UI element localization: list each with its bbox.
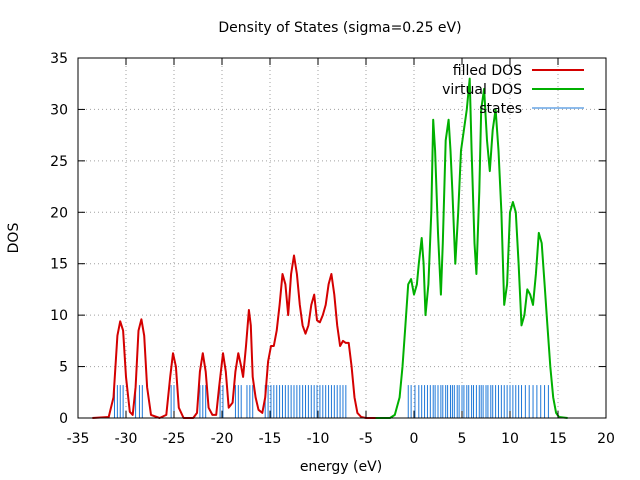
x-tick-label: -5 <box>359 431 373 447</box>
chart-title: Density of States (sigma=0.25 eV) <box>218 20 461 36</box>
x-axis-title: energy (eV) <box>300 459 382 475</box>
x-tick-label: -15 <box>259 431 282 447</box>
grid-lines <box>78 58 606 418</box>
tick-labels: -35 -30 -25 -20 -15 -10 -5 0 5 10 15 20 0 5 10 15 20 25 30… <box>50 51 615 447</box>
virtual-dos-line <box>375 77 568 419</box>
x-tick-label: -30 <box>115 431 138 447</box>
x-tick-label: 5 <box>458 431 467 447</box>
x-tick-label: 15 <box>549 431 567 447</box>
plot-border <box>77 57 607 419</box>
y-tick-label: 30 <box>50 102 68 118</box>
x-tick-label: -25 <box>163 431 186 447</box>
y-tick-label: 20 <box>50 205 68 221</box>
legend-label-filled-dos: filled DOS <box>453 63 522 79</box>
y-tick-label: 5 <box>59 360 68 376</box>
filled-dos-line <box>92 254 386 419</box>
y-tick-label: 10 <box>50 308 68 324</box>
states-impulses <box>113 385 549 418</box>
legend-label-states: states <box>479 101 522 117</box>
x-tick-label: 10 <box>501 431 519 447</box>
dos-curves <box>92 77 568 419</box>
axis-ticks <box>77 57 607 419</box>
x-tick-label: -10 <box>307 431 330 447</box>
x-tick-label: -20 <box>211 431 234 447</box>
x-tick-label: 20 <box>597 431 615 447</box>
x-tick-label: -35 <box>67 431 90 447</box>
legend-label-virtual-dos: virtual DOS <box>442 82 522 98</box>
legend: filled DOS virtual DOS states <box>442 63 584 117</box>
y-tick-label: 0 <box>59 411 68 427</box>
y-tick-label: 25 <box>50 154 68 170</box>
y-axis-title: DOS <box>6 223 22 254</box>
x-tick-label: 0 <box>410 431 419 447</box>
y-tick-label: 35 <box>50 51 68 67</box>
y-tick-label: 15 <box>50 257 68 273</box>
